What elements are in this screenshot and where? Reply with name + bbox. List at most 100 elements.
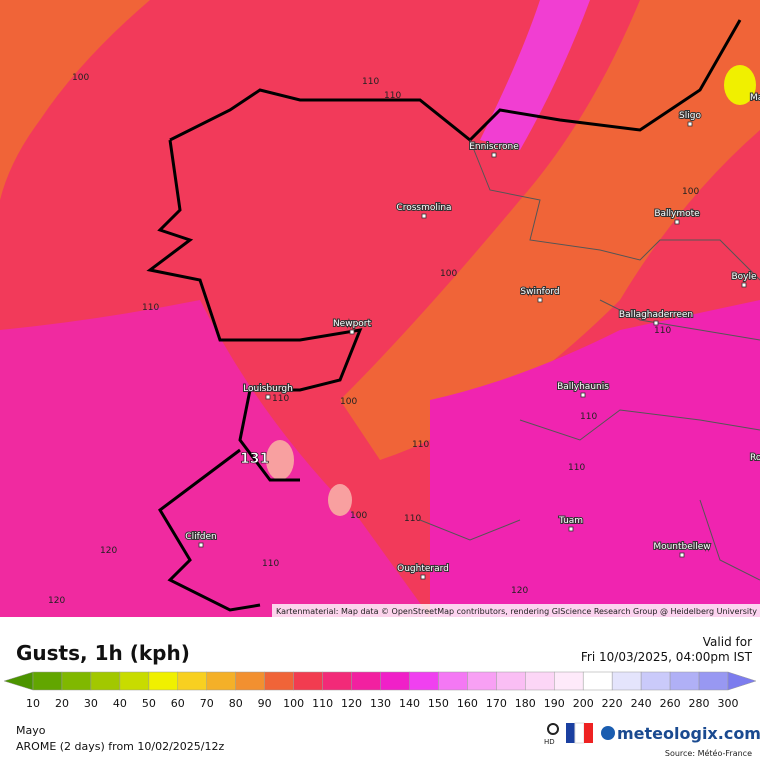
- town-label: Louisburgh: [243, 384, 293, 394]
- legend-label: 70: [200, 697, 214, 710]
- town-marker: [568, 526, 574, 532]
- flag-blue: [566, 723, 575, 743]
- town-label: Ballymote: [654, 209, 700, 219]
- town-label: Sligo: [679, 111, 701, 121]
- legend-label: 80: [229, 697, 243, 710]
- model: AROME (2 days) from 10/02/2025/12z: [16, 740, 225, 753]
- town-label: Ballaghaderreen: [619, 310, 693, 320]
- town-label: Newport: [333, 319, 372, 329]
- edge-label: Ma: [750, 93, 760, 103]
- legend-cell: [177, 671, 208, 691]
- contour-label: 110: [142, 303, 159, 313]
- legend-cell: [90, 671, 121, 691]
- town-marker: [679, 552, 685, 558]
- contour-label: 110: [654, 326, 671, 336]
- contour-label: 100: [440, 269, 457, 279]
- legend-cell: [148, 671, 179, 691]
- town-label: Swinford: [520, 287, 559, 297]
- legend-label: 50: [142, 697, 156, 710]
- legend-cell: [380, 671, 410, 691]
- legend-label: 190: [544, 697, 565, 710]
- legend-label: 30: [84, 697, 98, 710]
- attribution-bg: [272, 604, 760, 617]
- legend-cell: [582, 671, 613, 691]
- legend-label: 90: [258, 697, 272, 710]
- legend-cell: [61, 671, 92, 691]
- flag-white: [574, 722, 585, 744]
- legend-label: 260: [660, 697, 681, 710]
- legend-over: [727, 671, 757, 691]
- town-label: Ballyhaunis: [557, 382, 609, 392]
- contour-label: 110: [568, 463, 585, 473]
- legend-cell: [525, 671, 555, 691]
- town-marker: [265, 394, 271, 400]
- contour-label: 100: [350, 511, 367, 521]
- legend-cell: [206, 671, 236, 691]
- legend-label: 10: [26, 697, 40, 710]
- legend-label: 130: [370, 697, 391, 710]
- title: Gusts, 1h (kph): [16, 641, 190, 665]
- brand[interactable]: meteologix.com: [617, 724, 760, 743]
- source: Source: Météo-France: [665, 748, 752, 758]
- contour-label: 110: [272, 394, 289, 404]
- legend-cell: [669, 671, 700, 691]
- attribution: Kartenmaterial: Map data © OpenStreetMap…: [276, 607, 757, 616]
- legend-label: 20: [55, 697, 69, 710]
- contour-label: 110: [404, 514, 421, 524]
- contour-label: 100: [72, 73, 89, 83]
- legend-label: 120: [341, 697, 362, 710]
- legend-cell: [293, 671, 323, 691]
- legend-cell: [554, 671, 584, 691]
- legend-cell: [467, 671, 497, 691]
- town-marker: [537, 297, 543, 303]
- legend-cell: [119, 671, 150, 691]
- contour-label: 110: [262, 559, 279, 569]
- max-label: 131: [240, 451, 269, 467]
- contour-label: 110: [580, 412, 597, 422]
- legend-label: 140: [399, 697, 420, 710]
- legend-label: 100: [283, 697, 304, 710]
- edge-label: Ro: [750, 453, 760, 463]
- legend-label: 180: [515, 697, 536, 710]
- town-marker: [420, 574, 426, 580]
- map-labels: Enniscrone Sligo Crossmolina Ballymote Boyle…: [48, 73, 760, 606]
- town-label: Oughterard: [397, 564, 449, 574]
- search-icon: [547, 723, 559, 735]
- legend-label: 150: [428, 697, 449, 710]
- contour-label: 120: [48, 596, 65, 606]
- legend-cell: [438, 671, 468, 691]
- town-label: Tuam: [558, 516, 583, 526]
- legend-cell: [322, 671, 352, 691]
- legend-cell: [409, 671, 439, 691]
- town-label: Crossmolina: [396, 203, 451, 213]
- town-marker: [687, 121, 693, 127]
- legend-label: 160: [457, 697, 478, 710]
- legend-label: 40: [113, 697, 127, 710]
- legend-cell: [640, 671, 671, 691]
- legend-cell: [496, 671, 526, 691]
- contour-label: 120: [100, 546, 117, 556]
- legend-cell: [235, 671, 265, 691]
- town-marker: [491, 152, 497, 158]
- legend-label: 240: [631, 697, 652, 710]
- town-label: Boyle: [731, 272, 757, 282]
- legend-cell: [32, 671, 63, 691]
- town-marker: [741, 282, 747, 288]
- map: [0, 0, 760, 617]
- contour-label: 100: [682, 187, 699, 197]
- town-label: Enniscrone: [469, 142, 519, 152]
- contour-label: 110: [384, 91, 401, 101]
- brand-logo: [601, 726, 615, 740]
- hd: HD: [544, 738, 555, 746]
- legend-label: 110: [312, 697, 333, 710]
- legend-label: 200: [573, 697, 594, 710]
- town-marker: [674, 219, 680, 225]
- contour-label: 100: [340, 397, 357, 407]
- town-label: Clifden: [185, 532, 216, 542]
- town-marker: [198, 542, 204, 548]
- town-label: Mountbellew: [653, 542, 710, 552]
- contour-label: 110: [412, 440, 429, 450]
- contour-label: 120: [511, 586, 528, 596]
- legend-label: 60: [171, 697, 185, 710]
